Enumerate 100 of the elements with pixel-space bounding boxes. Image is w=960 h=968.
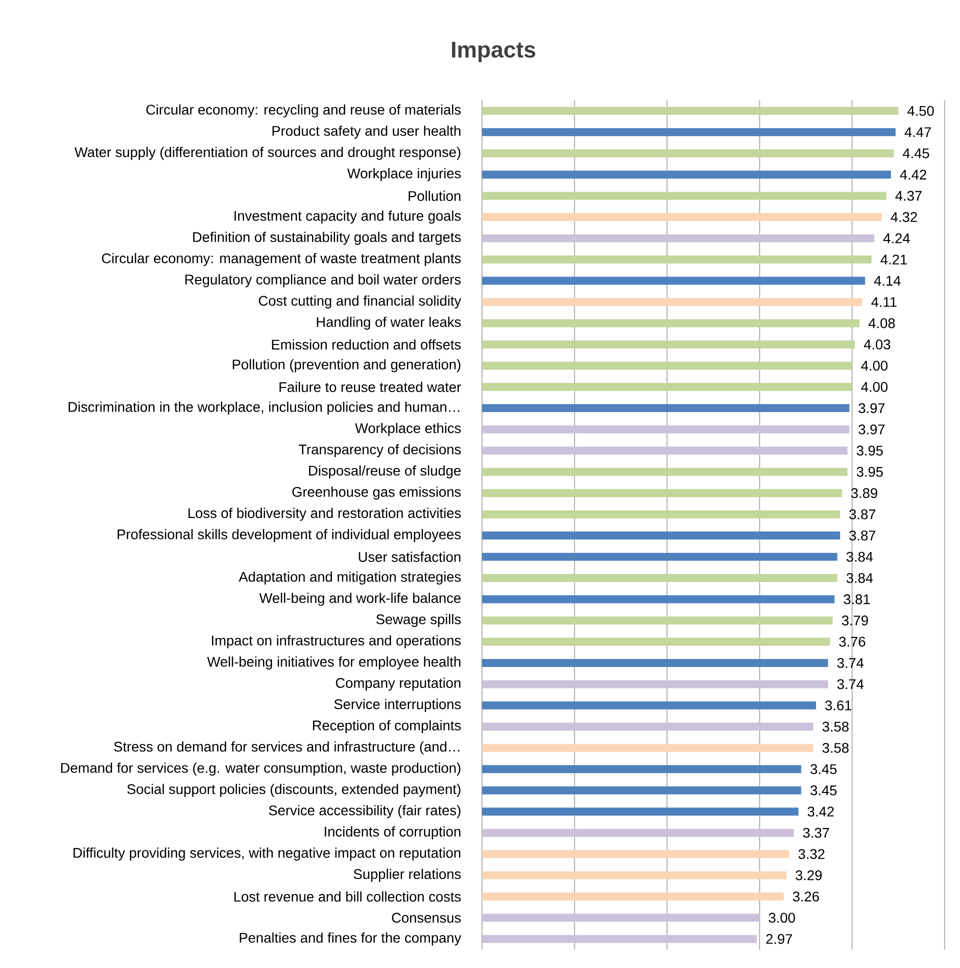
data-label: 3.81 bbox=[844, 594, 870, 604]
y-tick-label: Investment capacity and future goals bbox=[234, 210, 461, 224]
data-label: 3.87 bbox=[849, 530, 876, 541]
y-tick-label: Penalties and fines for the company bbox=[240, 932, 462, 946]
data-label: 4.03 bbox=[864, 340, 890, 350]
y-tick-label: Well-being and work-life balance bbox=[259, 592, 461, 606]
bar bbox=[482, 552, 838, 561]
y-tick-label: Difficulty providing services, with negative impact on reputation bbox=[74, 848, 460, 861]
data-label: 3.58 bbox=[822, 722, 849, 732]
y-tick-label: Emission reduction and offsets bbox=[272, 339, 461, 350]
data-label: 3.29 bbox=[796, 870, 822, 880]
y-tick-label: Lost revenue and bill collection costs bbox=[234, 891, 461, 902]
y-tick-label: Definition of sustainability goals and targets bbox=[193, 232, 461, 245]
bar bbox=[482, 701, 816, 710]
bar bbox=[482, 404, 850, 412]
data-label: 4.24 bbox=[883, 233, 910, 244]
y-tick-label: Adaptation and mitigation strategies bbox=[238, 572, 461, 585]
bar bbox=[482, 489, 842, 498]
data-label: 3.45 bbox=[810, 785, 837, 796]
data-label: 3.32 bbox=[798, 849, 824, 860]
data-label: 3.45 bbox=[810, 764, 837, 774]
y-tick-label: Workplace ethics bbox=[355, 422, 461, 436]
bar bbox=[482, 892, 784, 901]
bar bbox=[482, 192, 886, 200]
y-tick-label: Incidents of corruption bbox=[324, 826, 460, 840]
y-tick-label: Service interruptions bbox=[334, 698, 461, 712]
bar bbox=[482, 468, 848, 476]
data-label: 2.97 bbox=[766, 934, 792, 944]
y-tick-label: Service accessibility (fair rates) bbox=[268, 805, 460, 818]
y-tick-label: Regulatory compliance and boil water orders bbox=[185, 274, 461, 288]
y-tick-label: Reception of complaints bbox=[313, 720, 461, 734]
data-label: 3.84 bbox=[846, 573, 873, 583]
y-tick-label: Workplace injuries bbox=[347, 168, 461, 182]
data-label: 3.26 bbox=[792, 892, 819, 902]
data-label: 3.37 bbox=[803, 828, 830, 838]
bar bbox=[482, 234, 874, 242]
y-tick-label: Circular economy: recycling and reuse of materials bbox=[146, 104, 461, 118]
bar bbox=[482, 382, 852, 391]
y-tick-label: Company reputation bbox=[336, 678, 460, 691]
bar bbox=[482, 532, 840, 540]
bar bbox=[482, 722, 814, 731]
y-tick-label: Discrimination in the workplace, inclusion policies and human… bbox=[68, 402, 460, 415]
data-label: 3.97 bbox=[858, 424, 885, 434]
y-tick-label: Professional skills development of individual employees bbox=[118, 529, 461, 542]
data-label: 3.97 bbox=[858, 403, 885, 414]
bar bbox=[482, 680, 828, 688]
y-tick-label: Demand for services (e.g. water consumption, waste production) bbox=[61, 762, 460, 776]
bar bbox=[482, 934, 757, 943]
y-tick-label: User satisfaction bbox=[358, 552, 460, 562]
bar bbox=[482, 298, 862, 306]
bar bbox=[482, 362, 852, 370]
data-label: 4.14 bbox=[874, 276, 901, 286]
data-label: 3.00 bbox=[768, 912, 795, 923]
data-label: 4.08 bbox=[868, 318, 895, 328]
data-label: 4.37 bbox=[895, 190, 922, 201]
bar bbox=[482, 658, 828, 667]
bar bbox=[482, 574, 838, 582]
chart-title: Impacts bbox=[452, 42, 536, 62]
bar bbox=[482, 616, 833, 624]
y-tick-label: Supplier relations bbox=[354, 868, 461, 882]
data-label: 4.50 bbox=[907, 106, 934, 116]
y-tick-label: Cost cutting and financial solidity bbox=[258, 295, 462, 309]
y-tick-label: Failure to reuse treated water bbox=[280, 382, 462, 392]
bar bbox=[482, 828, 794, 837]
data-label: 3.95 bbox=[856, 446, 883, 456]
y-tick-label: Sewage spills bbox=[376, 614, 461, 628]
y-tick-label: Impact on infrastructures and operations bbox=[212, 635, 461, 648]
y-tick-label: Water supply (differentiation of sources and drought response) bbox=[74, 146, 460, 160]
data-label: 4.47 bbox=[904, 127, 931, 137]
data-label: 4.11 bbox=[871, 297, 897, 307]
bar bbox=[482, 871, 786, 880]
bar bbox=[482, 446, 848, 455]
bar bbox=[482, 340, 855, 348]
data-label: 3.42 bbox=[808, 806, 834, 817]
data-label: 3.61 bbox=[825, 700, 852, 710]
data-label: 4.42 bbox=[900, 170, 926, 180]
data-label: 3.84 bbox=[846, 552, 873, 562]
bar bbox=[482, 914, 760, 922]
bar bbox=[482, 638, 830, 646]
data-label: 4.00 bbox=[861, 360, 888, 371]
bar bbox=[482, 213, 882, 222]
bar bbox=[482, 276, 866, 285]
data-label: 4.32 bbox=[890, 212, 917, 222]
data-label: 3.79 bbox=[842, 616, 868, 626]
bar bbox=[482, 850, 790, 858]
bar bbox=[482, 256, 872, 264]
bar bbox=[482, 128, 896, 136]
bar bbox=[482, 765, 802, 774]
bar bbox=[482, 808, 798, 816]
y-tick-label: Pollution bbox=[408, 190, 460, 201]
y-tick-label: Well-being initiatives for employee health bbox=[207, 656, 460, 670]
data-label: 3.89 bbox=[851, 488, 878, 498]
bar bbox=[482, 106, 898, 115]
data-label: 3.87 bbox=[849, 509, 876, 520]
y-tick-label: Consensus bbox=[392, 912, 461, 923]
data-label: 3.74 bbox=[837, 658, 864, 668]
y-tick-label: Disposal/reuse of sludge bbox=[309, 465, 461, 478]
y-tick-label: Greenhouse gas emissions bbox=[292, 486, 461, 500]
data-label: 4.45 bbox=[902, 148, 930, 158]
bar bbox=[482, 595, 835, 604]
